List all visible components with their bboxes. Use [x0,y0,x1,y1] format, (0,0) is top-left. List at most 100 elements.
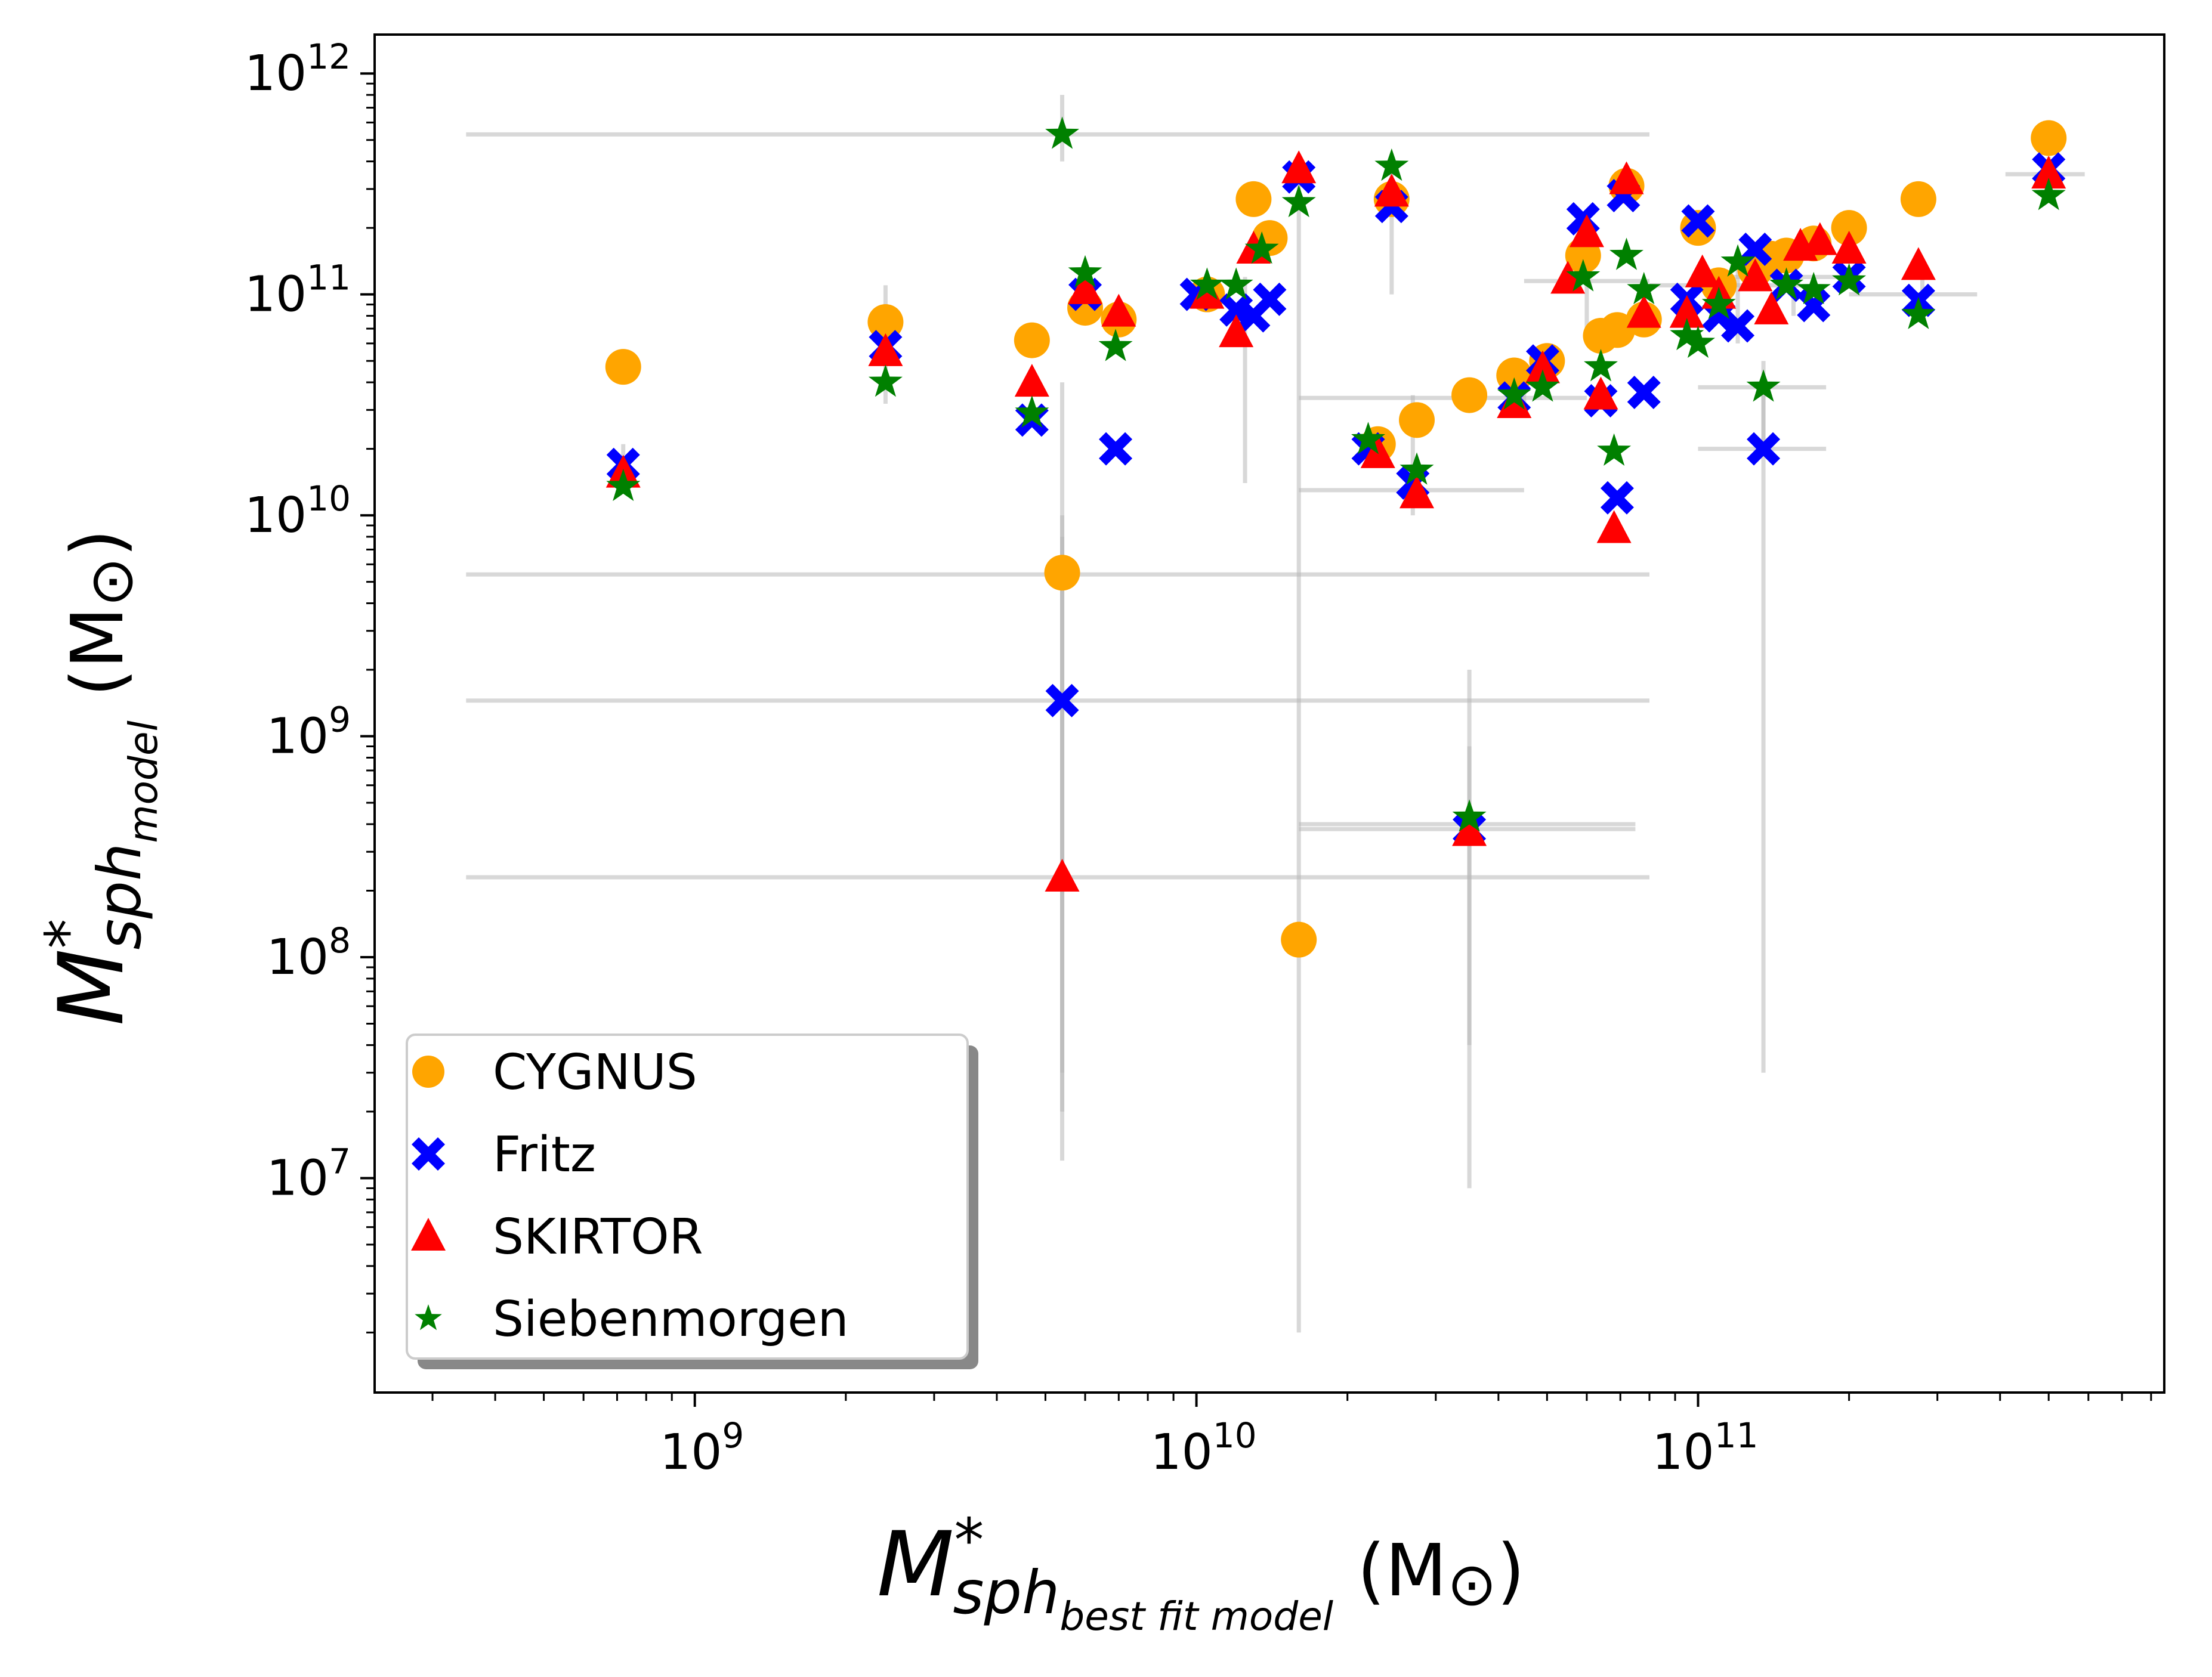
point-siebenmorgen-20 [1627,271,1661,305]
point-siebenmorgen-7 [1219,267,1253,300]
marker-layer [605,116,2067,958]
point-cygnus-2 [1014,322,1050,358]
legend-label-siebenmorgen: Siebenmorgen [493,1291,849,1348]
x-tick-base-0: 10 [660,1424,722,1481]
point-siebenmorgen-26 [1769,267,1804,300]
legend-marker-cygnus [412,1056,444,1088]
point-fritz-19 [1600,481,1634,515]
point-siebenmorgen-25 [1746,369,1781,402]
y-tick-label-2: 109 [267,700,351,765]
point-siebenmorgen-11 [1374,148,1409,181]
point-skirtor-22 [1669,295,1704,328]
point-skirtor-29 [1831,231,1867,264]
legend-label-cygnus: CYGNUS [493,1044,697,1101]
legend: CYGNUS Fritz SKIRTOR Siebenmorgen [406,1034,978,1369]
point-siebenmorgen-3 [1045,116,1080,149]
point-skirtor-28 [1802,222,1837,255]
y-tick-base-3: 10 [245,487,307,544]
point-siebenmorgen-9 [1281,184,1316,218]
point-skirtor-31 [2031,156,2066,189]
point-siebenmorgen-1 [868,364,903,397]
point-siebenmorgen-0 [606,468,641,502]
legend-marker-skirtor [411,1218,446,1251]
point-siebenmorgen-28 [1832,263,1867,296]
point-siebenmorgen-23 [1701,286,1736,319]
point-fritz-23 [1681,204,1715,238]
legend-label-skirtor: SKIRTOR [493,1209,703,1266]
point-cygnus-27 [1831,210,1867,246]
x-tick-base-2: 10 [1652,1424,1714,1481]
legend-entry-cygnus: CYGNUS [412,1044,697,1101]
y-tick-exp-0: 7 [329,1141,351,1181]
point-fritz-3 [1045,683,1079,717]
point-siebenmorgen-30 [2031,178,2066,211]
point-skirtor-9 [1281,150,1317,184]
y-tick-exp-5: 12 [307,36,351,77]
point-skirtor-18 [1583,376,1618,410]
x-tick-label-0: 109 [660,1415,744,1481]
point-skirtor-25 [1738,258,1773,292]
y-tick-label-1: 108 [267,920,351,986]
y-tick-exp-2: 9 [329,700,351,740]
point-skirtor-1 [868,333,903,366]
x-tick-exp-2: 11 [1714,1415,1759,1456]
point-siebenmorgen-29 [1901,296,1936,329]
series-siebenmorgen [606,116,2066,832]
legend-entry-fritz: Fritz [412,1127,596,1183]
point-skirtor-26 [1754,291,1789,324]
legend-box [406,1034,969,1360]
point-siebenmorgen-19 [1609,237,1644,270]
point-fritz-9 [1253,282,1287,316]
point-cygnus-9 [1281,921,1317,958]
x-tick-label-1: 1010 [1151,1415,1257,1481]
point-cygnus-28 [1900,181,1936,217]
point-fritz-27 [1747,432,1781,466]
point-fritz-5 [1099,432,1133,466]
point-skirtor-12 [1400,475,1435,509]
point-siebenmorgen-5 [1098,329,1133,361]
point-skirtor-20 [1609,161,1644,194]
point-skirtor-15 [1525,350,1560,383]
y-tick-base-0: 10 [267,1150,329,1206]
point-siebenmorgen-8 [1244,231,1279,264]
point-skirtor-5 [1101,293,1136,327]
point-fritz-21 [1627,376,1661,410]
point-siebenmorgen-14 [1497,377,1531,410]
y-tick-base-5: 10 [245,45,307,102]
point-cygnus-29 [2031,120,2067,156]
point-skirtor-23 [1685,254,1720,287]
point-siebenmorgen-13 [1452,799,1487,832]
y-tick-label-5: 1012 [245,36,351,102]
y-tick-exp-4: 11 [307,258,351,298]
legend-marker-siebenmorgen [415,1304,442,1331]
point-cygnus-13 [1451,377,1488,413]
y-axis-label: M*sphmodel(M⊙) [32,529,166,1026]
point-skirtor-21 [1626,295,1661,328]
legend-label-fritz: Fritz [493,1127,596,1183]
point-cygnus-0 [605,349,641,385]
y-tick-base-2: 10 [267,708,329,765]
point-siebenmorgen-4 [1068,255,1102,288]
point-skirtor-7 [1219,314,1254,348]
point-siebenmorgen-24 [1720,244,1755,277]
plot-frame [373,33,2165,1394]
point-skirtor-30 [1901,247,1936,280]
y-tick-exp-1: 8 [329,920,351,961]
y-tick-base-4: 10 [245,267,307,323]
x-tick-exp-0: 9 [722,1415,744,1456]
x-tick-exp-1: 10 [1213,1415,1257,1456]
point-siebenmorgen-10 [1351,422,1386,454]
point-skirtor-4 [1068,271,1103,304]
x-tick-base-1: 10 [1151,1424,1213,1481]
point-siebenmorgen-15 [1525,369,1560,402]
legend-marker-fritz [412,1137,445,1171]
point-cygnus-12 [1399,402,1435,438]
point-siebenmorgen-17 [1583,349,1618,382]
x-axis-label: M* sphbest fit model(M⊙) [877,1505,1525,1639]
point-skirtor-2 [1014,364,1049,397]
y-tick-label-0: 107 [267,1141,351,1206]
point-siebenmorgen-21 [1670,317,1704,351]
